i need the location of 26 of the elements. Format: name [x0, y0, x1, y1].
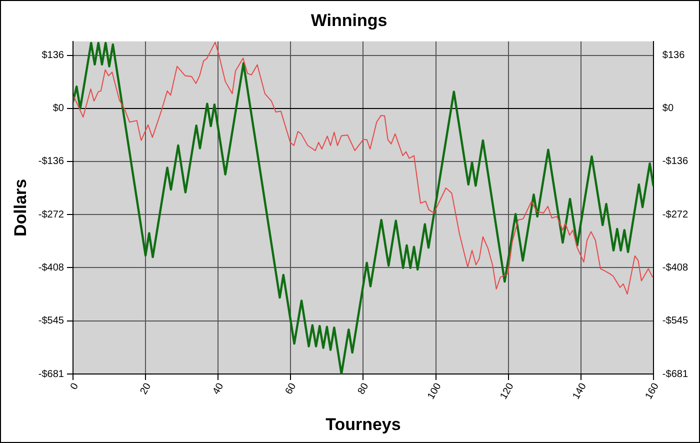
x-tick-label: 100: [426, 381, 444, 402]
x-tick-label: 60: [284, 380, 299, 397]
y-tick-label: -$272: [38, 209, 64, 220]
y-tick-label: -$545: [38, 316, 64, 327]
y2-tick-label: -$136: [662, 156, 688, 168]
y-tick-label: $136: [42, 50, 64, 62]
x-tick-label: 40: [210, 380, 226, 397]
y2-tick-label: -$681: [662, 368, 688, 380]
x-tick-label: 160: [644, 381, 662, 402]
x-tick-label: 20: [138, 380, 154, 397]
y2-tick-label: -$545: [662, 316, 688, 327]
y-axis-title: Dollars: [10, 178, 30, 237]
x-tick-label: 120: [498, 381, 517, 402]
x-tick-label: 140: [570, 381, 590, 402]
x-tick-label: 80: [356, 380, 372, 397]
y2-tick-label: $136: [662, 50, 686, 62]
y-tick-label: $0: [52, 103, 64, 114]
y2-tick-label: -$272: [662, 209, 688, 220]
x-axis-title: Tourneys: [326, 415, 401, 434]
x-tick-label: 0: [68, 380, 82, 392]
chart-title: Winnings: [310, 10, 388, 30]
y2-tick-label: $0: [662, 103, 674, 114]
y-tick-label: -$681: [38, 368, 64, 380]
y2-tick-label: -$408: [662, 262, 688, 274]
y-tick-label: -$136: [38, 156, 64, 168]
y-tick-label: -$408: [38, 262, 64, 274]
